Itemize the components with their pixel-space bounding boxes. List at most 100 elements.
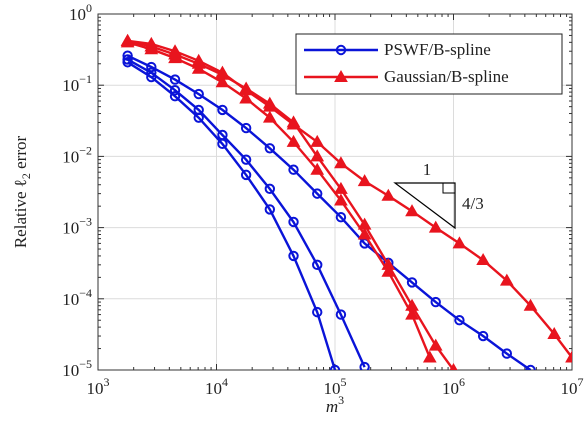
tick-label: 103 bbox=[87, 375, 110, 398]
tick-base: 10 bbox=[62, 361, 79, 380]
marker bbox=[329, 364, 341, 370]
marker bbox=[547, 327, 562, 340]
triangle-shape bbox=[393, 182, 456, 230]
y-label-sub: 2 bbox=[19, 173, 33, 179]
tick-label: 106 bbox=[442, 375, 465, 398]
marker bbox=[264, 143, 276, 154]
marker bbox=[312, 306, 323, 318]
marker bbox=[310, 134, 325, 147]
tick-base: 10 bbox=[561, 379, 578, 398]
legend: PSWF/B-spline Gaussian/B-spline bbox=[295, 33, 563, 95]
marker bbox=[122, 54, 133, 65]
tick-label: 10−3 bbox=[62, 214, 92, 237]
marker bbox=[312, 188, 323, 199]
marker bbox=[357, 174, 372, 187]
marker bbox=[405, 298, 419, 311]
tick-base: 10 bbox=[324, 379, 341, 398]
tick-exp: −2 bbox=[79, 143, 92, 157]
slope-run: 1 bbox=[423, 160, 432, 179]
marker bbox=[422, 350, 437, 363]
marker bbox=[523, 298, 538, 311]
marker bbox=[381, 188, 396, 201]
tick-label: 10−2 bbox=[62, 143, 92, 166]
plot-lines bbox=[120, 33, 572, 370]
marker bbox=[335, 309, 347, 320]
marker bbox=[286, 117, 301, 130]
tick-exp: 6 bbox=[459, 375, 465, 389]
marker bbox=[334, 69, 348, 82]
marker bbox=[169, 85, 181, 96]
marker bbox=[239, 91, 253, 104]
tick-label: 100 bbox=[69, 1, 92, 24]
legend-box bbox=[295, 33, 563, 95]
marker bbox=[262, 110, 277, 123]
marker bbox=[240, 169, 252, 181]
marker bbox=[288, 250, 299, 262]
marker bbox=[499, 273, 514, 286]
marker bbox=[217, 129, 228, 141]
y-axis-label: Relative ℓ2 error bbox=[11, 135, 33, 248]
tick-base: 10 bbox=[87, 379, 104, 398]
tick-exp: −4 bbox=[79, 286, 92, 300]
marker bbox=[239, 83, 253, 96]
legend-label: Gaussian/B-spline bbox=[384, 67, 509, 86]
marker bbox=[334, 156, 348, 169]
marker bbox=[144, 36, 159, 49]
marker bbox=[405, 204, 419, 217]
tick-label: 10−1 bbox=[62, 72, 92, 95]
tick-exp: −5 bbox=[79, 357, 92, 371]
tick-exp: 0 bbox=[86, 1, 92, 15]
marker bbox=[335, 211, 347, 223]
tick-label: 104 bbox=[205, 375, 228, 398]
right-angle bbox=[442, 183, 455, 194]
marker bbox=[359, 361, 370, 370]
marker bbox=[501, 348, 513, 359]
marker bbox=[215, 75, 230, 88]
slope-rise: 4/3 bbox=[462, 194, 484, 213]
marker bbox=[286, 134, 301, 147]
marker bbox=[264, 183, 276, 195]
marker bbox=[146, 61, 157, 73]
marker bbox=[288, 216, 299, 228]
marker bbox=[168, 44, 182, 57]
tick-base: 10 bbox=[62, 219, 79, 238]
marker bbox=[193, 88, 204, 100]
series-line bbox=[127, 58, 366, 368]
x-axis-label: m3 bbox=[326, 393, 344, 416]
marker bbox=[215, 65, 230, 78]
marker bbox=[193, 104, 204, 116]
marker bbox=[357, 227, 372, 240]
tick-exp: −1 bbox=[79, 72, 92, 86]
tick-exp: 5 bbox=[341, 375, 347, 389]
marker bbox=[357, 217, 372, 230]
y-label-main: Relative ℓ bbox=[11, 179, 30, 248]
marker bbox=[335, 44, 347, 56]
marker bbox=[310, 162, 325, 175]
marker bbox=[334, 181, 348, 194]
tick-label: 105 bbox=[324, 375, 347, 398]
marker bbox=[169, 74, 181, 85]
marker bbox=[262, 99, 277, 112]
marker bbox=[476, 253, 490, 266]
marker bbox=[146, 67, 157, 78]
marker bbox=[217, 104, 228, 116]
marker bbox=[264, 204, 276, 215]
marker bbox=[240, 154, 252, 165]
marker bbox=[428, 338, 443, 351]
tick-exp: 4 bbox=[222, 375, 228, 389]
tick-base: 10 bbox=[442, 379, 459, 398]
tick-label: 10−4 bbox=[62, 286, 92, 309]
marker bbox=[449, 362, 458, 370]
marker bbox=[381, 257, 396, 270]
series-line bbox=[126, 61, 337, 370]
marker bbox=[169, 91, 181, 102]
tick-base: 10 bbox=[62, 290, 79, 309]
marker bbox=[406, 277, 418, 288]
tick-exp: 7 bbox=[578, 375, 584, 389]
marker bbox=[525, 364, 536, 370]
tick-label: 107 bbox=[561, 375, 584, 398]
marker bbox=[240, 122, 252, 134]
marker bbox=[120, 33, 135, 46]
marker bbox=[565, 350, 572, 363]
